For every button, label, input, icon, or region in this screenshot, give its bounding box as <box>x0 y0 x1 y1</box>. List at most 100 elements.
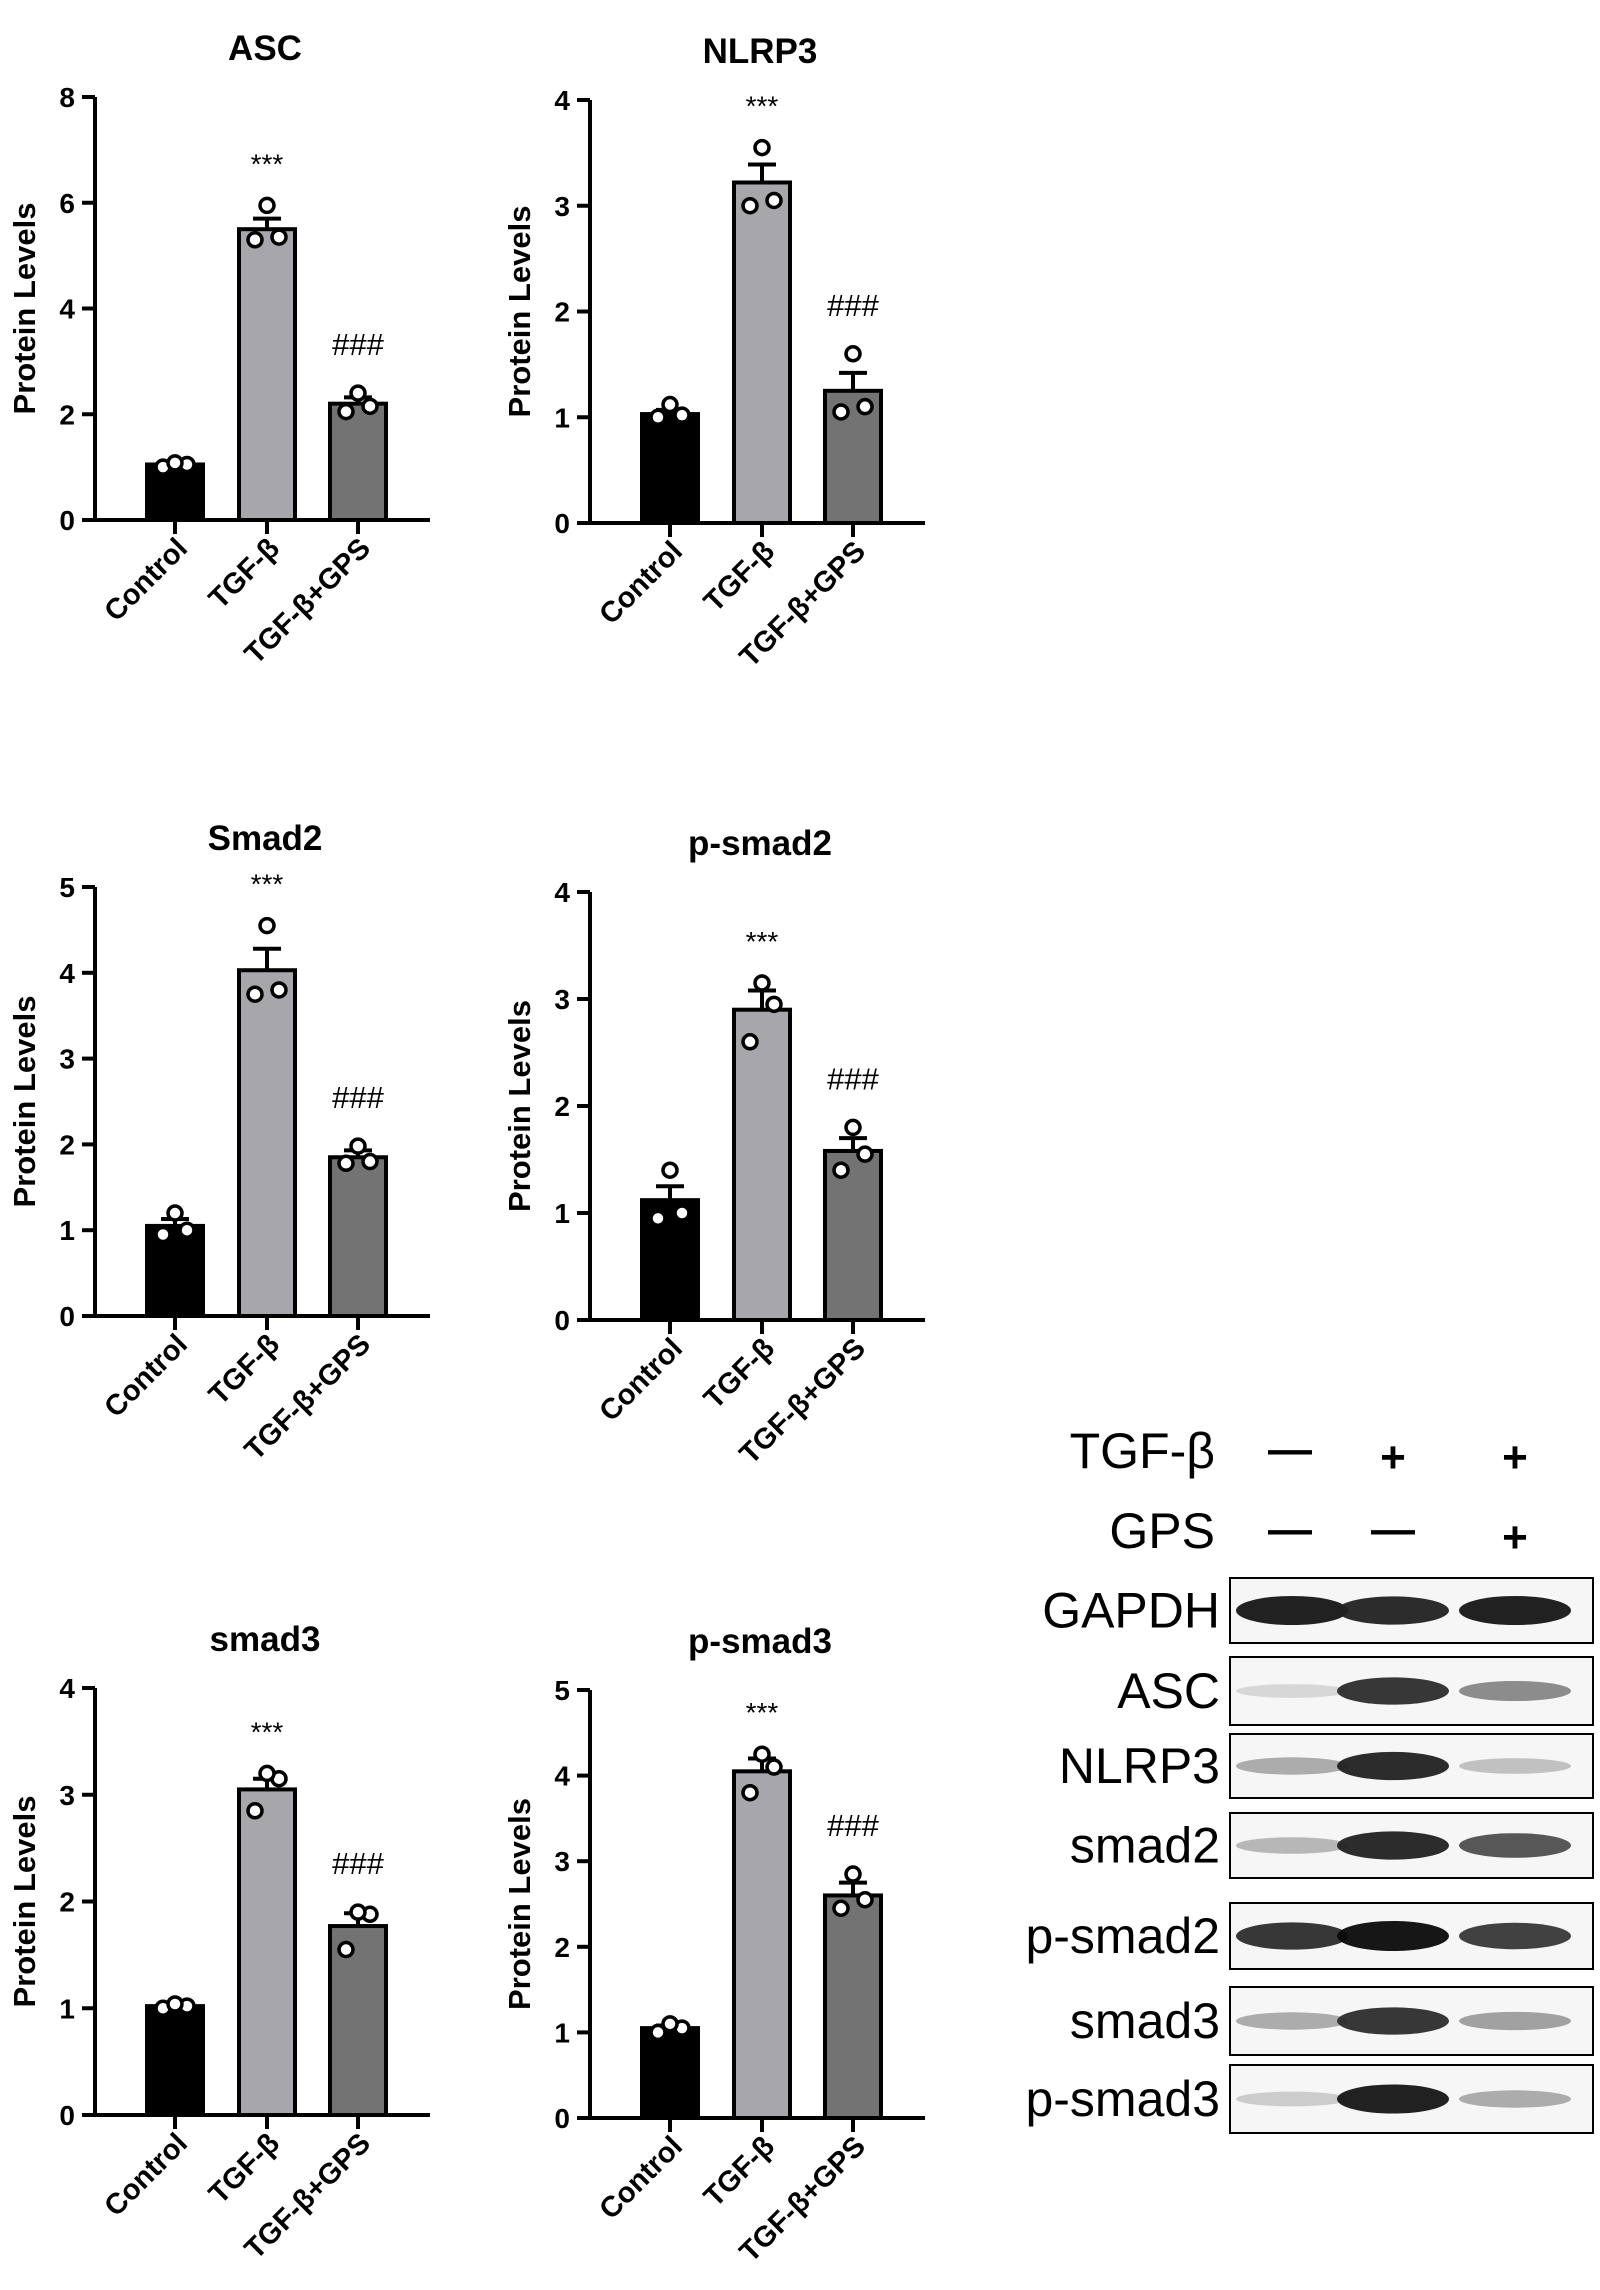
data-point <box>661 1161 679 1179</box>
blot-lane-label: GAPDH <box>1042 1583 1220 1639</box>
y-tick-label: 3 <box>59 1780 75 1811</box>
blot-lane-label: NLRP3 <box>1059 1738 1220 1794</box>
y-tick-label: 8 <box>59 82 75 113</box>
y-tick-label: 6 <box>59 188 75 219</box>
significance-hashes: ### <box>332 1846 384 1881</box>
bar <box>732 180 792 526</box>
blot-band <box>1337 1921 1449 1951</box>
bar <box>237 1787 297 2117</box>
data-point <box>258 916 276 935</box>
data-point <box>337 1940 355 1959</box>
bar <box>145 462 205 523</box>
data-point <box>246 231 264 249</box>
y-tick-label: 0 <box>59 505 75 536</box>
bar <box>732 1007 792 1322</box>
significance-hashes: ### <box>827 1808 879 1843</box>
data-point <box>361 1152 379 1171</box>
data-point <box>753 138 771 157</box>
data-point <box>246 985 264 1003</box>
blot-band <box>1337 2084 1449 2114</box>
y-tick-label: 0 <box>554 2103 570 2134</box>
data-point <box>246 1802 264 1820</box>
chart-title: p-smad3 <box>688 1622 832 1661</box>
y-tick-label: 4 <box>59 294 75 325</box>
y-tick-label: 3 <box>554 1846 570 1877</box>
blot-band <box>1236 1684 1348 1698</box>
chart-title: smad3 <box>210 1620 321 1659</box>
blot-band <box>1459 1758 1571 1774</box>
y-tick-label: 4 <box>554 85 570 116</box>
data-point <box>258 196 276 215</box>
y-tick-label: 1 <box>554 402 570 433</box>
y-tick-label: 2 <box>554 1932 570 1963</box>
data-point <box>649 408 667 426</box>
significance-stars: *** <box>251 1716 284 1747</box>
data-point <box>270 981 288 999</box>
blot-band <box>1459 2090 1571 2108</box>
y-axis-label: Protein Levels <box>502 206 537 418</box>
blot-condition-label: TGF-β <box>1070 1423 1215 1479</box>
data-point <box>178 1221 196 1239</box>
bar <box>328 401 388 522</box>
data-point <box>856 397 874 416</box>
plus-mark: + <box>1380 1433 1406 1482</box>
significance-hashes: ### <box>827 1061 879 1096</box>
blot-condition-rows: TGF-β — + + GPS — — + <box>1070 1423 1528 1562</box>
blot-band <box>1236 1595 1348 1626</box>
data-point <box>741 1033 759 1051</box>
y-tick-label: 0 <box>59 2100 75 2131</box>
data-point <box>832 1899 850 1918</box>
blot-band <box>1337 1751 1449 1781</box>
y-tick-label: 1 <box>59 1215 75 1246</box>
data-point <box>844 1865 862 1883</box>
y-tick-label: 5 <box>554 1675 570 1706</box>
blot-band <box>1337 1831 1449 1860</box>
significance-hashes: ### <box>332 327 384 362</box>
data-point <box>661 395 679 414</box>
blot-condition-label: GPS <box>1109 1503 1215 1559</box>
data-point <box>166 454 184 472</box>
minus-mark: — <box>1371 1505 1415 1554</box>
significance-hashes: ### <box>827 288 879 323</box>
blot-lane: smad3 <box>1070 1986 1594 2056</box>
y-tick-label: 0 <box>554 508 570 539</box>
y-axis-label: Protein Levels <box>7 996 42 1208</box>
blot-band <box>1236 1757 1348 1775</box>
blot-lanes: GAPDH ASC NLRP3 smad2 p-smad2 smad3 p-smad3 <box>1025 1577 1594 2134</box>
data-point <box>166 1204 184 1222</box>
y-tick-label: 0 <box>554 1305 570 1336</box>
data-point <box>844 345 862 363</box>
significance-stars: *** <box>746 926 779 957</box>
blot-lane-label: p-smad2 <box>1025 1908 1220 1964</box>
blot-condition-row: GPS — — + <box>1109 1503 1527 1562</box>
data-point <box>270 228 288 246</box>
data-point <box>337 1154 355 1173</box>
y-axis-label: Protein Levels <box>502 1000 537 1212</box>
data-point <box>349 1903 367 1921</box>
data-point <box>166 1995 184 2013</box>
data-point <box>844 1118 862 1137</box>
data-point <box>349 1137 367 1155</box>
significance-stars: *** <box>746 91 779 122</box>
y-tick-label: 1 <box>554 1198 570 1229</box>
blot-lane: ASC <box>1117 1656 1594 1726</box>
chart-title: p-smad2 <box>688 824 832 863</box>
blot-lane: NLRP3 <box>1059 1733 1594 1799</box>
bar <box>328 1924 388 2117</box>
plus-mark: + <box>1502 1513 1528 1562</box>
blot-lane: p-smad2 <box>1025 1902 1594 1970</box>
y-tick-label: 4 <box>59 958 75 989</box>
chart-title: Smad2 <box>208 819 323 858</box>
significance-stars: *** <box>746 1697 779 1728</box>
data-point <box>856 1145 874 1163</box>
data-point <box>673 406 691 424</box>
blot-lane-label: ASC <box>1117 1663 1220 1719</box>
data-point <box>856 1890 874 1909</box>
significance-hashes: ### <box>332 1080 384 1115</box>
data-point <box>337 402 355 421</box>
y-tick-label: 3 <box>59 1044 75 1075</box>
data-point <box>154 1225 172 1244</box>
blot-lane: smad2 <box>1070 1812 1594 1879</box>
blot-lane-label: smad3 <box>1070 1993 1220 2049</box>
